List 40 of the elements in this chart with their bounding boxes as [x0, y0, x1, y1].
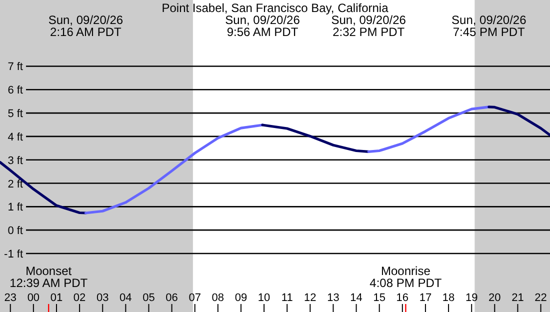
- x-tick-label: 11: [281, 292, 293, 304]
- x2-tick-label: Sun, 09/20/26 2:16 AM PDT: [48, 13, 124, 39]
- y-tick-label: 2 ft: [8, 178, 23, 190]
- x-tick-label: 03: [96, 292, 109, 304]
- y-tick-label: 7 ft: [8, 61, 23, 74]
- annotation: Moonset 12:39 AM PDT: [10, 264, 88, 290]
- x-tick-label: 18: [442, 292, 455, 304]
- x-tick-label: 15: [373, 292, 386, 304]
- x2-tick-label: Sun, 09/20/26 7:45 PM PDT: [452, 13, 527, 39]
- y-tick-label: 6 ft: [8, 84, 23, 97]
- x2-tick-label: Sun, 09/20/26 2:32 PM PDT: [331, 13, 406, 39]
- x-tick-label: 01: [50, 292, 63, 304]
- x-tick-label: 00: [27, 292, 40, 304]
- x-tick-label: 12: [304, 292, 316, 304]
- x-tick-label: 14: [350, 292, 362, 304]
- x-tick-label: 16: [396, 292, 409, 304]
- y-tick-label: 3 ft: [8, 154, 23, 167]
- x-tick-label: 05: [142, 292, 155, 304]
- x-tick-label: 17: [419, 292, 432, 304]
- x-tick-label: 23: [4, 292, 16, 304]
- y-tick-label: -1 ft: [4, 248, 23, 260]
- x2-tick-label: Sun, 09/20/26 9:56 AM PDT: [225, 13, 300, 39]
- x-tick-label: 08: [212, 292, 224, 304]
- x-tick-label: 21: [512, 292, 524, 304]
- x-tick-label: 07: [188, 292, 201, 304]
- x-tick-label: 22: [534, 292, 547, 304]
- y-tick-label: 5 ft: [8, 108, 23, 120]
- y-tick-label: 1 ft: [8, 202, 23, 214]
- x-tick-label: 02: [73, 292, 86, 304]
- y-tick-label: 4 ft: [8, 131, 23, 144]
- x-tick-label: 09: [234, 292, 248, 304]
- x-tick-label: 20: [488, 292, 501, 304]
- x-tick-label: 19: [465, 292, 478, 304]
- y-tick-label: 0 ft: [8, 225, 23, 238]
- x-tick-label: 13: [327, 292, 340, 304]
- annotation: Moonrise 4:08 PM PDT: [370, 264, 442, 290]
- x-tick-label: 04: [120, 292, 132, 304]
- chart-title: Point Isabel, San Francisco Bay, California: [162, 1, 389, 15]
- x-tick-label: 06: [166, 292, 178, 304]
- x-tick-label: 10: [258, 292, 270, 304]
